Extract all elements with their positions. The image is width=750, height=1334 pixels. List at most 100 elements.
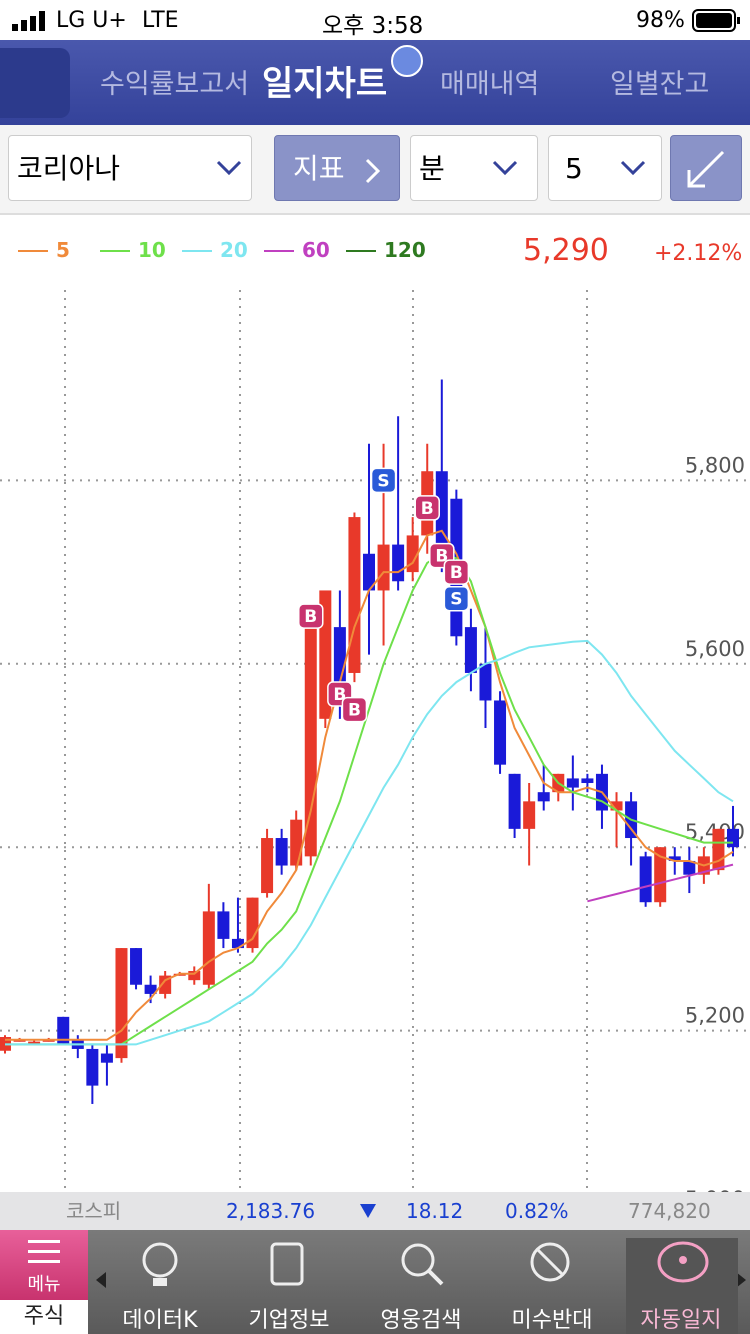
marker-label: B xyxy=(421,499,434,519)
tab-icon xyxy=(142,1242,178,1286)
expand-button[interactable] xyxy=(670,135,742,201)
marker-badge xyxy=(414,495,440,521)
stock-select[interactable]: 코리아나 xyxy=(8,135,252,201)
dropdown-arrow xyxy=(492,160,518,176)
candle-body xyxy=(392,544,405,582)
marker-badge xyxy=(298,603,324,629)
y-tick-label: 5,800 xyxy=(685,453,745,477)
candle-body xyxy=(610,801,623,811)
status-bar: LG U+ LTE 오후 3:58 98% xyxy=(0,0,750,40)
tab-label[interactable]: 기업정보 xyxy=(248,1308,330,1333)
legend-row: 5,290 +2.12% 5 10 20 60 120 xyxy=(0,215,750,290)
marker-badge xyxy=(370,467,397,494)
tab-label[interactable]: 영웅검색 xyxy=(380,1308,462,1333)
candle-body xyxy=(348,517,361,673)
signal-icon xyxy=(12,11,45,31)
legend-swatch xyxy=(100,250,130,252)
trade-marker: S xyxy=(443,585,470,612)
candle-body xyxy=(639,856,652,903)
marker-label: B xyxy=(450,563,463,583)
candle-body xyxy=(668,856,681,861)
control-bar: 코리아나 지표 분 5 xyxy=(0,125,750,215)
active-tab-bg xyxy=(626,1238,738,1334)
price-change: +2.12% xyxy=(654,241,743,266)
current-price: 5,290 xyxy=(523,233,609,268)
candle-body xyxy=(57,1016,70,1044)
marker-badge xyxy=(443,559,470,585)
tab-label-active[interactable]: 자동일지 xyxy=(640,1308,722,1333)
network: LTE xyxy=(142,8,179,33)
tab-label[interactable]: 데이터K xyxy=(122,1308,198,1333)
trade-marker: B xyxy=(443,559,470,585)
candle-body xyxy=(231,938,244,949)
scroll-right xyxy=(736,1272,746,1288)
candle-body xyxy=(377,544,390,591)
legend-swatch xyxy=(182,250,212,252)
tab-label[interactable]: 미수반대 xyxy=(511,1308,593,1333)
candle-body xyxy=(304,627,317,857)
ma-line xyxy=(587,863,734,903)
nav-tab[interactable]: 매매내역 xyxy=(440,69,540,100)
nav-tab-active[interactable]: 일지차트 xyxy=(262,64,388,104)
index-volume: 774,820 xyxy=(628,1199,711,1223)
legend-label: 20 xyxy=(220,238,248,262)
menu-button[interactable]: 메뉴 xyxy=(0,1230,88,1300)
interval-select[interactable]: 5 xyxy=(548,135,662,201)
nav-tab[interactable]: 수익률보고서 xyxy=(100,69,250,100)
unit-select[interactable]: 분 xyxy=(410,135,538,201)
trade-marker: B xyxy=(414,495,440,521)
tab-icon xyxy=(401,1243,444,1286)
stock-tab[interactable]: 주식 xyxy=(0,1300,88,1334)
dropdown-arrow xyxy=(216,160,242,176)
unit-label: 분 xyxy=(419,152,445,185)
back-button[interactable] xyxy=(0,48,70,118)
stock-name: 코리아나 xyxy=(17,152,121,185)
tab-icon xyxy=(270,1242,304,1286)
ma-line xyxy=(5,552,733,1046)
expand-icon xyxy=(687,150,725,188)
battery-icon xyxy=(692,9,740,32)
candle-body xyxy=(217,911,230,939)
candle-body xyxy=(144,984,157,994)
interval-label: 5 xyxy=(565,152,583,185)
battery-level: 98% xyxy=(636,8,685,33)
candle-body xyxy=(275,838,288,866)
index-value: 2,183.76 xyxy=(226,1199,316,1223)
trade-marker: B xyxy=(341,696,368,723)
candles xyxy=(0,379,739,1104)
tab-icon xyxy=(530,1242,570,1282)
scroll-left xyxy=(96,1272,106,1288)
indicator-button[interactable]: 지표 xyxy=(274,135,400,201)
index-change: 18.12 xyxy=(406,1199,464,1223)
candle-body xyxy=(28,1041,41,1044)
candle-body xyxy=(435,471,448,554)
y-tick-label: 5,200 xyxy=(685,1004,745,1028)
marker-label: B xyxy=(304,607,317,627)
candle-body xyxy=(479,663,492,701)
candle-body xyxy=(261,838,274,894)
candle-body xyxy=(246,897,259,949)
trade-marker: B xyxy=(298,603,324,629)
candle-body xyxy=(406,535,419,573)
candle-body xyxy=(290,819,303,866)
candle-body xyxy=(202,911,215,985)
index-rate: 0.82% xyxy=(505,1199,569,1223)
trade-marker: S xyxy=(370,467,397,494)
legend-label: 5 xyxy=(56,238,70,262)
legend-label: 60 xyxy=(302,238,330,262)
marker-label: B xyxy=(348,701,361,721)
candle-body xyxy=(566,778,579,788)
ma-line xyxy=(5,639,734,1046)
candle-body xyxy=(727,828,739,848)
candle-body xyxy=(581,778,594,784)
dropdown-arrow xyxy=(620,160,646,176)
candle-body xyxy=(100,1053,113,1063)
candle-body xyxy=(363,553,375,591)
marker-label: S xyxy=(450,590,462,610)
candle-body xyxy=(464,627,477,673)
y-tick-label: 5,600 xyxy=(685,637,745,661)
nav-bar: 수익률보고서 일지차트 매매내역 일별잔고 xyxy=(0,40,750,125)
candle-body xyxy=(115,948,128,1059)
marker-badge xyxy=(443,585,470,612)
nav-tab[interactable]: 일별잔고 xyxy=(610,69,710,100)
